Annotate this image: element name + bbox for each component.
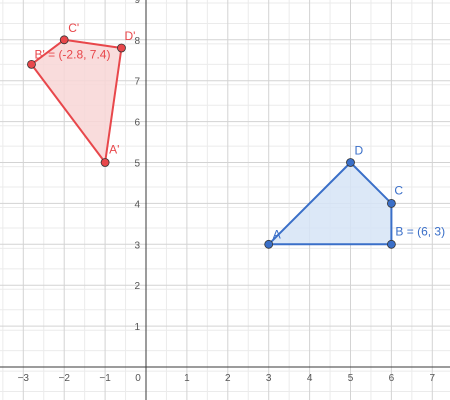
point-a[interactable] [264,239,274,249]
point-label-a-prime: A' [109,143,119,157]
point-label-b: B = (6, 3) [395,224,445,238]
point-d-prime[interactable] [117,43,126,53]
x-tick-label: 2 [225,373,231,384]
y-tick-label: 5 [134,159,140,170]
x-tick-label: 4 [307,373,313,384]
x-tick-label: 6 [389,373,395,384]
y-tick-label: 7 [134,77,140,88]
points [27,35,396,249]
y-tick-label: 8 [134,36,140,47]
point-label-b-prime: B' = (-2.8, 7.4) [34,47,110,61]
point-d[interactable] [346,158,355,167]
point-a-prime[interactable] [100,158,110,167]
y-tick-label: 1 [134,322,140,333]
x-tick-label: 7 [430,373,436,384]
x-tick-label: −3 [18,373,30,384]
point-label-c-prime: C' [68,21,79,35]
point-c[interactable] [386,198,396,208]
y-tick-label: 2 [134,281,140,292]
point-label-c: C [394,183,403,197]
polygons [30,38,393,246]
point-b[interactable] [386,239,396,249]
x-tick-label: 5 [348,373,354,384]
point-label-d-prime: D' [124,29,135,43]
y-tick-label: 3 [134,240,140,251]
y-tick-label: 4 [134,199,140,210]
tick-labels: −3 −2 −1 0 1 2 3 4 5 6 7 1 2 3 4 5 6 7 8 9 [18,0,436,384]
y-tick-label: 9 [134,0,140,6]
x-tick-label: −2 [58,373,70,384]
x-tick-label: 1 [184,373,190,384]
point-b-prime[interactable] [27,59,36,69]
x-tick-label: 3 [266,373,272,384]
x-tick-label: 0 [135,373,141,384]
x-tick-label: −1 [99,373,111,384]
point-c-prime[interactable] [59,35,69,45]
point-labels: A D C B = (6, 3) A' B' = (-2.8, 7.4) C' D' [34,21,445,242]
point-label-d: D [355,144,364,158]
point-label-a: A [273,227,281,241]
y-tick-label: 6 [134,118,140,129]
